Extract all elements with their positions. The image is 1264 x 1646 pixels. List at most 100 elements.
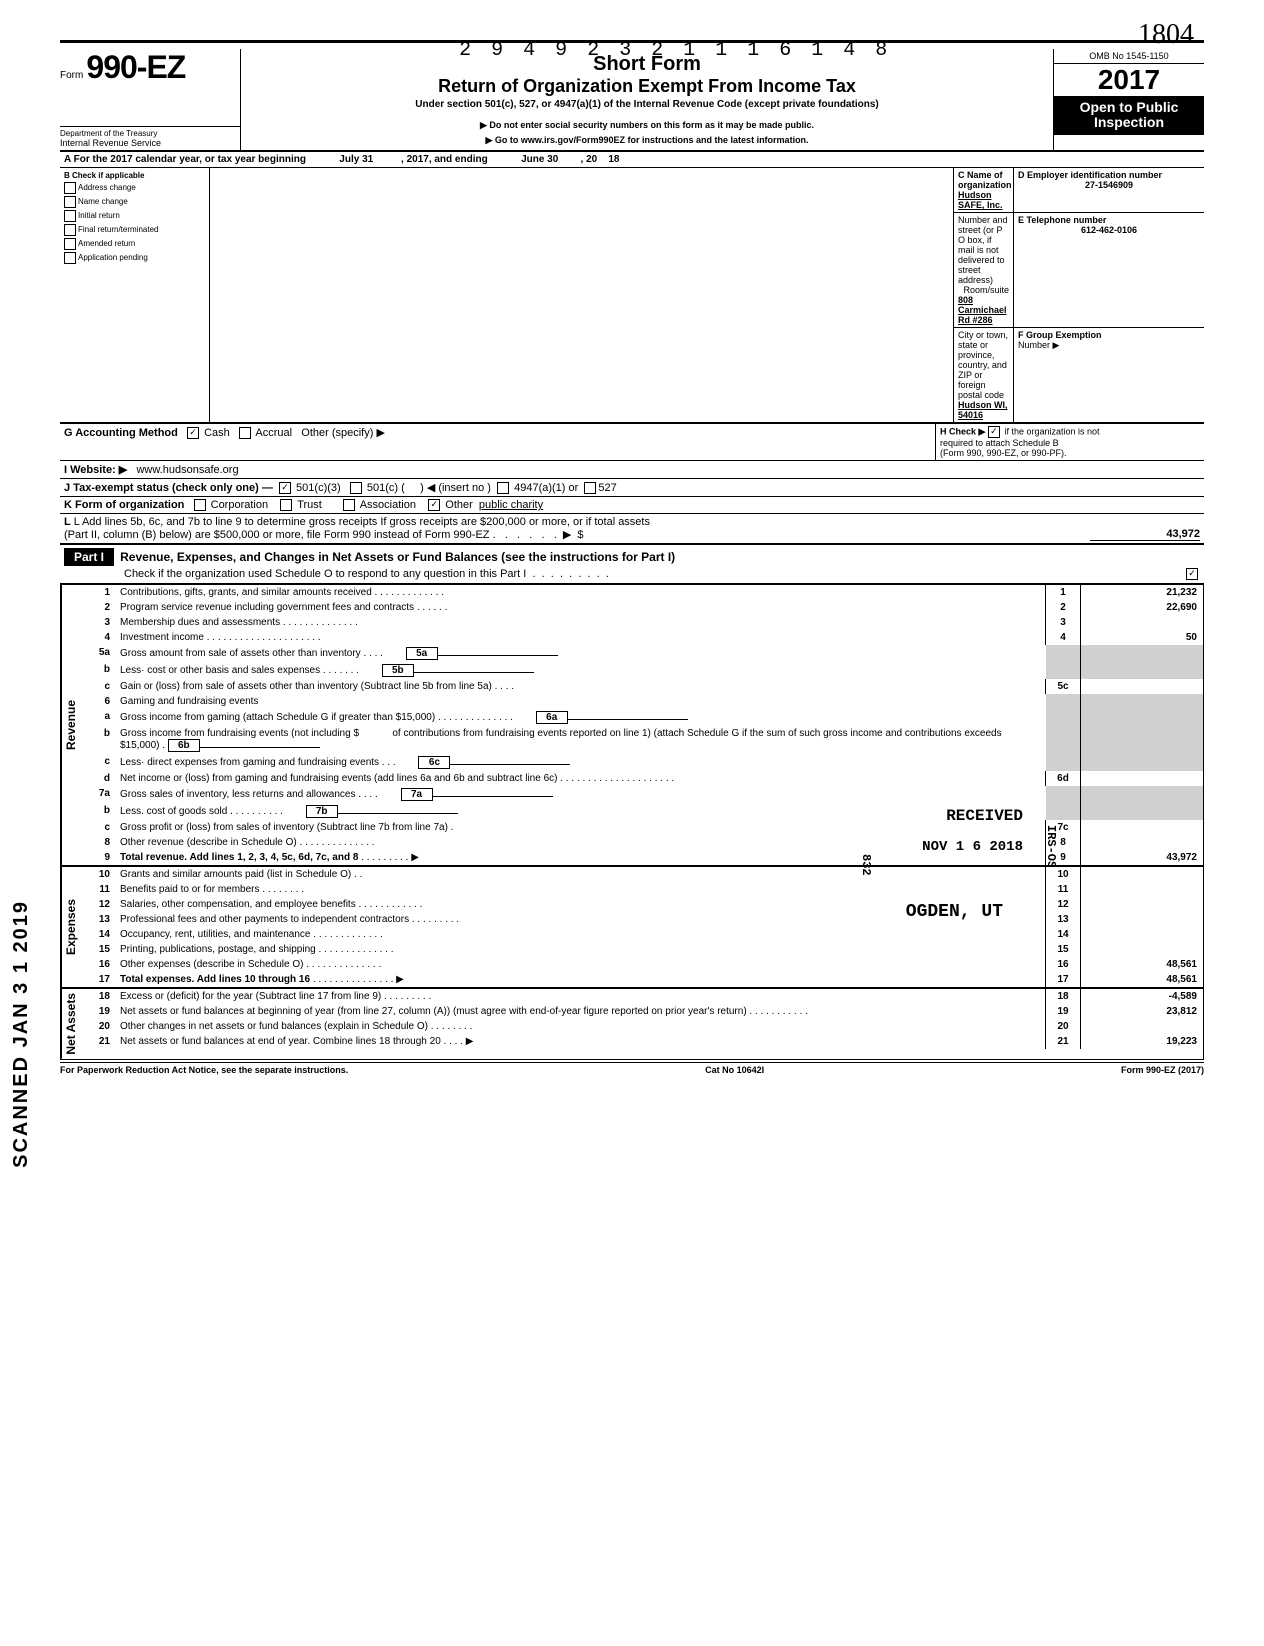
line-g-label: G Accounting Method (64, 427, 178, 439)
t3: Membership dues and assessments (120, 617, 280, 628)
a20 (1081, 1019, 1203, 1034)
b10: 10 (1046, 867, 1081, 882)
lbl-name: Name change (78, 197, 128, 206)
phone-value: 612-462-0106 (1018, 225, 1200, 235)
a8 (1081, 835, 1203, 850)
a15 (1081, 942, 1203, 957)
n6c: c (80, 754, 116, 771)
lbl-trust: Trust (297, 499, 322, 511)
t6b: Gross income from fundraising events (no… (120, 728, 359, 739)
stamp-date: NOV 1 6 2018 (922, 839, 1023, 855)
n16: 16 (80, 957, 116, 972)
chk-corp[interactable] (194, 499, 206, 511)
b5c: 5c (1046, 679, 1081, 694)
t6c: Less· direct expenses from gaming and fu… (120, 757, 379, 768)
lbl-address: Address change (78, 183, 136, 192)
chk-cash[interactable] (187, 427, 199, 439)
t19: Net assets or fund balances at beginning… (120, 1006, 747, 1017)
a13 (1081, 912, 1203, 927)
n6d: d (80, 771, 116, 786)
line-a-prefix: A For the 2017 calendar year, or tax yea… (64, 154, 306, 165)
t7c: Gross profit or (loss) from sales of inv… (120, 822, 448, 833)
chk-527[interactable] (584, 482, 596, 494)
omb-number: OMB No 1545-1150 (1054, 49, 1204, 64)
org-name: Hudson SAFE, Inc. (958, 190, 1003, 210)
ib7b: 7b (306, 805, 338, 818)
chk-amended[interactable] (64, 238, 76, 250)
room-label: Room/suite (963, 285, 1009, 295)
chk-final[interactable] (64, 224, 76, 236)
n8: 8 (80, 835, 116, 850)
form-number: 990-EZ (86, 49, 185, 85)
n13: 13 (80, 912, 116, 927)
a18: -4,589 (1081, 989, 1203, 1004)
vlabel-revenue: Revenue (61, 585, 80, 865)
n6: 6 (80, 694, 116, 709)
t15: Printing, publications, postage, and shi… (120, 944, 321, 955)
t1: Contributions, gifts, grants, and simila… (120, 587, 377, 598)
t8: Other revenue (describe in Schedule O) . (120, 837, 302, 848)
n2: 2 (80, 600, 116, 615)
n4: 4 (80, 630, 116, 645)
chk-501c[interactable] (350, 482, 362, 494)
chk-schedule-b[interactable] (988, 426, 1000, 438)
line-h-2: if the organization is not (1004, 426, 1099, 436)
t7b: Less. cost of goods sold (120, 806, 227, 817)
ib6c: 6c (418, 756, 450, 769)
chk-other-org[interactable] (428, 499, 440, 511)
lbl-501c: 501(c) ( (367, 482, 405, 494)
part1-title: Revenue, Expenses, and Changes in Net As… (120, 550, 675, 564)
t10: Grants and similar amounts paid (list in… (120, 869, 351, 880)
t7a: Gross sales of inventory, less returns a… (120, 789, 361, 800)
b19: 19 (1046, 1004, 1081, 1019)
line-h-3: required to attach Schedule B (940, 438, 1059, 448)
line-a-endyear: 18 (608, 154, 619, 165)
b12: 12 (1046, 897, 1081, 912)
b1: 1 (1046, 585, 1081, 600)
t4: Investment income (120, 632, 204, 643)
a12 (1081, 897, 1203, 912)
section-c-label: C Name of organization (958, 170, 1012, 190)
n5b: b (80, 662, 116, 679)
t11: Benefits paid to or for members (120, 884, 260, 895)
lbl-501c3: 501(c)(3) (296, 482, 341, 494)
a5c (1081, 679, 1203, 694)
t14: Occupancy, rent, utilities, and maintena… (120, 929, 310, 940)
chk-501c3[interactable] (279, 482, 291, 494)
city-value: Hudson WI, 54016 (958, 400, 1008, 420)
lbl-pending: Application pending (78, 253, 148, 262)
chk-assoc[interactable] (343, 499, 355, 511)
section-e-label: E Telephone number (1018, 215, 1106, 225)
n12: 12 (80, 897, 116, 912)
chk-schedule-o[interactable] (1186, 568, 1198, 580)
handwritten-tag: 1804 (1138, 19, 1194, 51)
ib5b: 5b (382, 664, 414, 677)
n9: 9 (80, 850, 116, 865)
return-title: Return of Organization Exempt From Incom… (247, 76, 1047, 97)
chk-trust[interactable] (280, 499, 292, 511)
header-sub3: ▶ Go to www.irs.gov/Form990EZ for instru… (247, 135, 1047, 146)
chk-pending[interactable] (64, 252, 76, 264)
lbl-initial: Initial return (78, 211, 120, 220)
ib6b: 6b (168, 739, 200, 752)
t16: Other expenses (describe in Schedule O) … (120, 959, 309, 970)
chk-address[interactable] (64, 182, 76, 194)
tax-year: 2017 (1054, 64, 1204, 96)
chk-name[interactable] (64, 196, 76, 208)
chk-initial[interactable] (64, 210, 76, 222)
b13: 13 (1046, 912, 1081, 927)
a2: 22,690 (1081, 600, 1203, 615)
chk-accrual[interactable] (239, 427, 251, 439)
a21: 19,223 (1081, 1034, 1203, 1049)
a19: 23,812 (1081, 1004, 1203, 1019)
line-l-2: (Part II, column (B) below) are $500,000… (64, 529, 496, 541)
line-i-label: I Website: ▶ (64, 464, 127, 476)
t21: Net assets or fund balances at end of ye… (120, 1036, 441, 1047)
t2: Program service revenue including govern… (120, 602, 414, 613)
line-a-begin: July 31 (339, 154, 373, 165)
n10: 10 (80, 867, 116, 882)
part1-check-text: Check if the organization used Schedule … (124, 568, 526, 580)
open-public-2: Inspection (1058, 115, 1200, 130)
chk-4947[interactable] (497, 482, 509, 494)
line-k-label: K Form of organization (64, 499, 184, 511)
